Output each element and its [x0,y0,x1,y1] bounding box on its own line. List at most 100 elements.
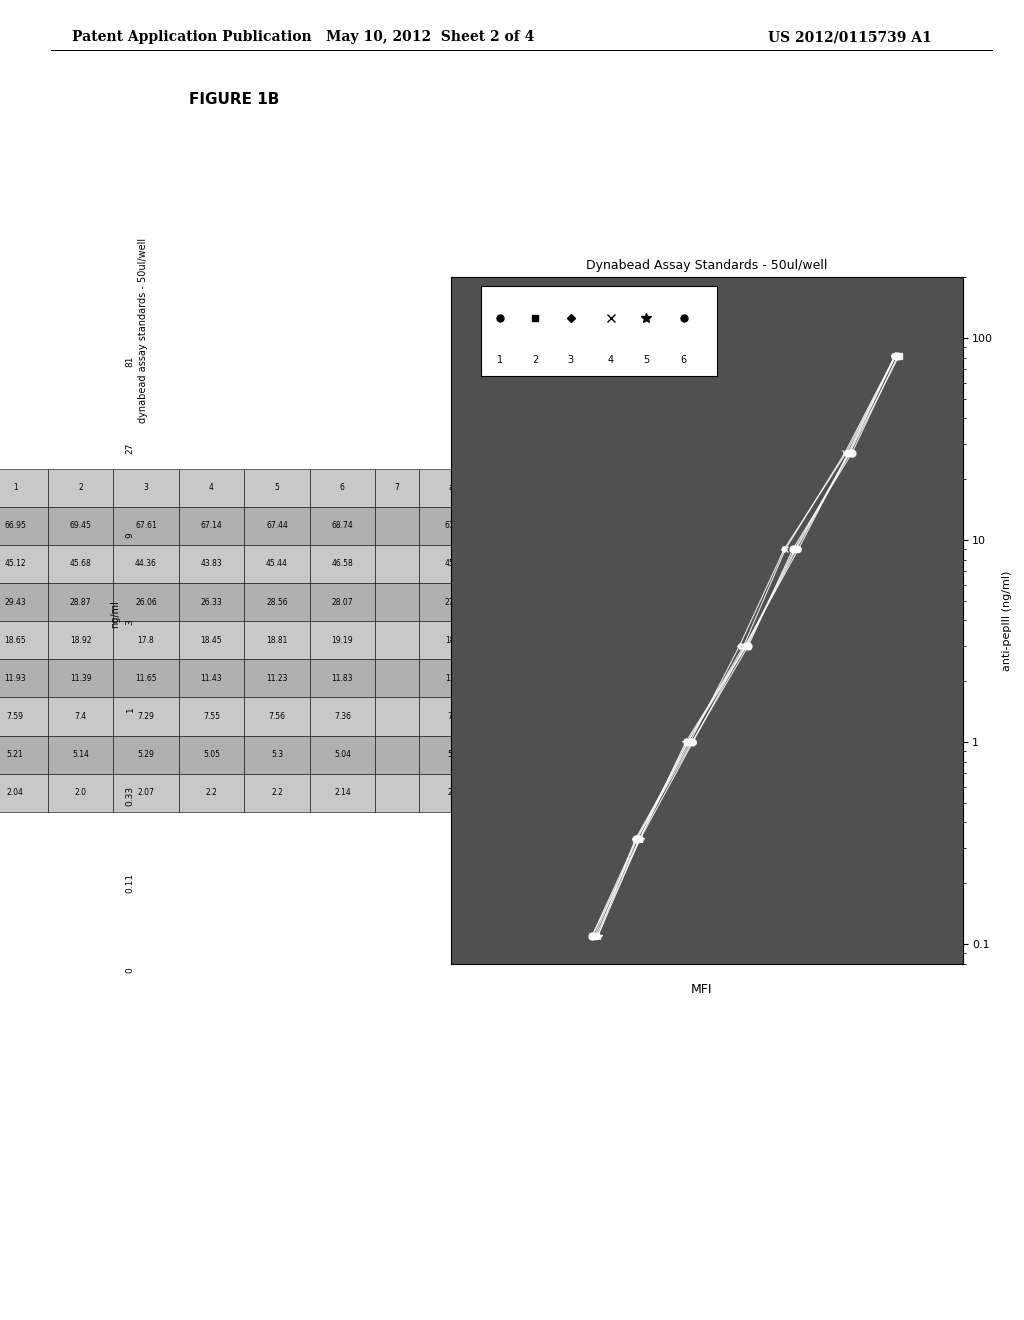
Bar [375,697,419,735]
Bar [48,697,114,735]
Text: 66.95: 66.95 [4,521,27,531]
Text: 5.21: 5.21 [7,750,24,759]
Bar [0,622,48,659]
Text: 3: 3 [143,483,148,492]
Bar [309,774,375,812]
Bar [245,583,309,622]
Bar [493,659,552,697]
Text: 27: 27 [126,444,134,454]
Bar [309,697,375,735]
Text: 9: 9 [126,533,134,539]
Text: 5.3: 5.3 [271,750,283,759]
Text: 7.46: 7.46 [447,711,464,721]
Bar [493,583,552,622]
Y-axis label: anti-pepIII (ng/ml): anti-pepIII (ng/ml) [1001,570,1012,671]
Text: 2: 2 [78,483,83,492]
Text: 0.08: 0.08 [514,788,530,797]
Text: 44.36: 44.36 [135,560,157,569]
Text: 26.06: 26.06 [135,598,157,607]
Bar [493,774,552,812]
Bar [552,507,604,545]
Text: Patent Application Publication: Patent Application Publication [72,30,311,45]
Text: 3: 3 [567,355,573,366]
Bar [179,583,245,622]
Bar [0,697,48,735]
Text: 2.2: 2.2 [271,788,283,797]
Text: 7: 7 [394,483,399,492]
Bar [48,774,114,812]
Text: 7.4: 7.4 [75,711,87,721]
Text: 4: 4 [209,483,214,492]
Text: 11.93: 11.93 [4,673,26,682]
Bar [245,735,309,774]
Bar [114,469,179,507]
Text: 28.56: 28.56 [266,598,288,607]
Text: 19.19: 19.19 [332,636,353,644]
Text: 2.04: 2.04 [7,788,24,797]
Bar [179,545,245,583]
Text: dynabead assay standards - 50ul/well: dynabead assay standards - 50ul/well [138,238,148,422]
Text: 18.64: 18.64 [444,636,467,644]
Text: 5.29: 5.29 [137,750,155,759]
Bar [114,659,179,697]
Text: 0.11: 0.11 [126,874,134,894]
Bar [419,622,493,659]
Bar [48,583,114,622]
Bar [552,583,604,622]
Bar [375,735,419,774]
Text: 18.45: 18.45 [201,636,222,644]
Text: avg: avg [449,483,463,492]
Text: 6: 6 [681,355,687,366]
Bar [493,507,552,545]
Text: 7.59: 7.59 [7,711,24,721]
Text: 81: 81 [126,356,134,367]
Text: 0.48: 0.48 [514,636,530,644]
Bar [48,507,114,545]
Bar [309,545,375,583]
Text: 2.14: 2.14 [334,788,351,797]
Bar [179,735,245,774]
Text: 18.92: 18.92 [70,636,91,644]
Bar [179,507,245,545]
Bar [309,735,375,774]
Text: 28.87: 28.87 [70,598,91,607]
Bar [375,583,419,622]
Text: 2.2: 2.2 [206,788,217,797]
Bar [552,622,604,659]
Bar [48,469,114,507]
Bar [114,545,179,583]
Bar [419,697,493,735]
Bar [114,583,179,622]
Bar [552,659,604,697]
Bar [114,774,179,812]
Bar [419,583,493,622]
Text: 0.27: 0.27 [514,673,530,682]
Bar [179,774,245,812]
Text: 29.43: 29.43 [4,598,26,607]
Text: std: std [516,483,528,492]
Text: 5.05: 5.05 [203,750,220,759]
Text: 67.44: 67.44 [266,521,288,531]
Text: 27.89: 27.89 [444,598,467,607]
Bar [552,545,604,583]
Bar [0,507,48,545]
Text: 7.36: 7.36 [334,711,351,721]
Text: 69.45: 69.45 [70,521,91,531]
Text: 2.07: 2.07 [137,788,155,797]
Text: 0.12: 0.12 [514,711,530,721]
Bar [114,507,179,545]
Text: FIGURE 1B: FIGURE 1B [189,92,280,107]
Bar [0,583,48,622]
Bar [245,469,309,507]
Text: 5.04: 5.04 [334,750,351,759]
Text: 5.14: 5.14 [72,750,89,759]
Text: 11.43: 11.43 [201,673,222,682]
Text: 11.39: 11.39 [70,673,91,682]
Bar [114,735,179,774]
Text: 0.99: 0.99 [514,521,530,531]
Bar [375,622,419,659]
Text: 7.29: 7.29 [137,711,155,721]
Bar [245,507,309,545]
Text: 7.55: 7.55 [203,711,220,721]
Text: 17.8: 17.8 [137,636,155,644]
